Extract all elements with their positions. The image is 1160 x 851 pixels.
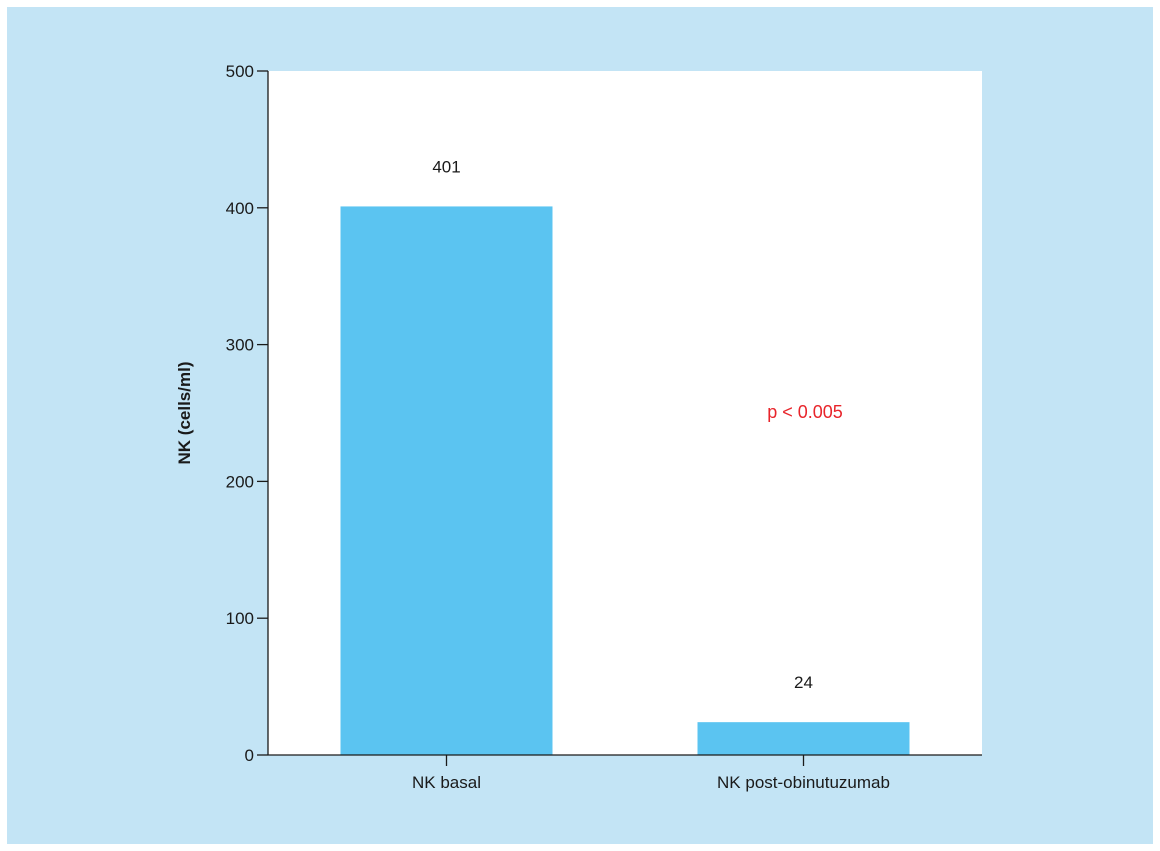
data-labels-group: 401 24	[432, 157, 813, 692]
y-tick-label: 400	[226, 199, 254, 218]
p-value-annotation: p < 0.005	[767, 402, 843, 422]
y-tick-label: 0	[245, 746, 254, 765]
x-tick-label: NK post-obinutuzumab	[717, 773, 890, 792]
y-tick-label: 300	[226, 336, 254, 355]
bar	[340, 206, 553, 755]
y-tick-label: 100	[226, 609, 254, 628]
bars-group	[340, 206, 910, 755]
bar-value-label: 401	[432, 157, 460, 176]
bar-value-label: 24	[794, 673, 813, 692]
y-tick-label: 200	[226, 472, 254, 491]
y-axis: 0 100 200 300 400 500	[226, 62, 269, 765]
x-tick-label: NK basal	[412, 773, 481, 792]
bar	[697, 722, 910, 755]
y-tick-label: 500	[226, 62, 254, 81]
y-axis-title: NK (cells/ml)	[175, 362, 194, 465]
x-axis: NK basal NK post-obinutuzumab	[268, 754, 982, 792]
